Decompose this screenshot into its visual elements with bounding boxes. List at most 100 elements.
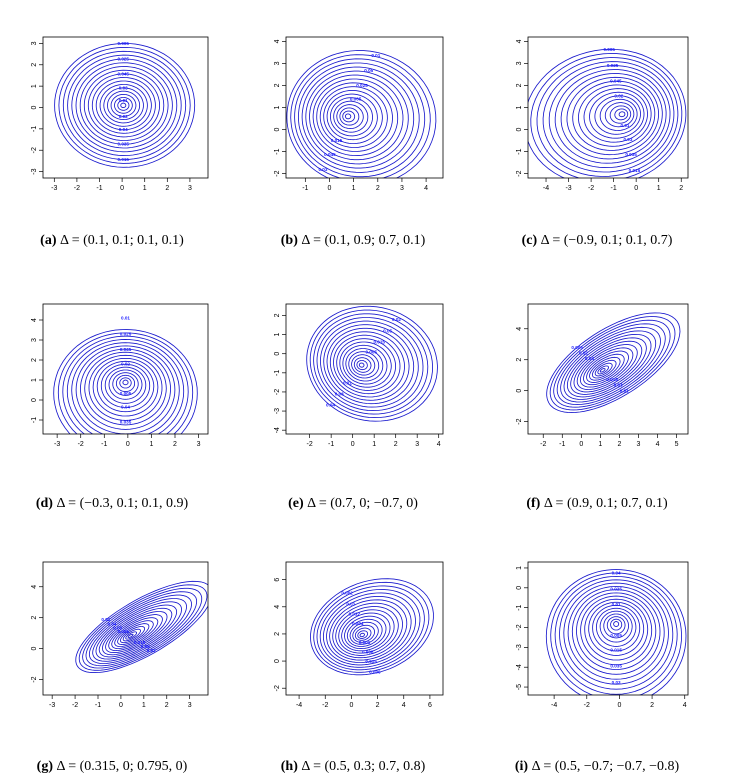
contour-line (329, 599, 408, 661)
y-tick-label: 3 (31, 41, 38, 45)
contour-line (316, 585, 425, 671)
x-tick-label: 3 (400, 185, 404, 192)
contour-line (356, 360, 368, 371)
contour-line (98, 604, 178, 658)
y-tick-label: 0 (274, 352, 281, 356)
contour-line (338, 609, 395, 654)
y-tick-label: -2 (516, 624, 523, 630)
contour-line (560, 73, 663, 160)
contour-line (85, 591, 198, 667)
contour-line (319, 320, 419, 408)
x-tick-label: 0 (617, 702, 621, 709)
contour-line (319, 86, 388, 148)
contour-panel: 0.01 0.02 0.04 0.05 0.03 0.015 0.005 -3 -2 -1 0 1 2 3… (31, 561, 209, 774)
plot-frame (42, 303, 209, 435)
contour-line (554, 69, 667, 164)
y-tick-label: 1 (516, 105, 523, 109)
y-tick-label: 0 (516, 389, 523, 393)
contour-line (319, 588, 421, 668)
panel-caption: (h) Δ = (0.5, 0.3; 0.7, 0.8) (281, 759, 426, 774)
contour-line (323, 324, 415, 405)
contour-line (576, 344, 638, 390)
contour-level-label: 0.025 (120, 332, 132, 337)
plot-frame (527, 303, 689, 435)
contour-level-label: 0.005 (350, 97, 362, 102)
x-tick-label: -2 (540, 441, 546, 448)
contour-level-label: 0.004 (352, 621, 364, 626)
x-tick-label: 6 (428, 702, 432, 709)
x-tick-label: -1 (95, 702, 101, 709)
contour-line (297, 62, 420, 173)
contour-lines: 0.02 0.04 0.05 0.03 0.015 0.01 0.005 (306, 305, 438, 422)
x-tick-label: 1 (657, 185, 661, 192)
contour-line (556, 323, 666, 406)
contour-line (560, 326, 661, 403)
x-tick-label: 2 (173, 441, 177, 448)
contour-line (107, 90, 141, 121)
y-tick-label: 2 (31, 616, 38, 620)
contour-line (92, 598, 187, 662)
contour-line (326, 93, 378, 141)
contour-line (559, 579, 674, 690)
contour-line (618, 111, 626, 118)
y-tick-label: 2 (516, 358, 523, 362)
contour-line (329, 331, 405, 398)
contour-level-label: 0.02 (392, 317, 401, 322)
contour-level-label: 0.01 (119, 98, 128, 103)
contour-line (88, 594, 192, 664)
contour-line (553, 319, 671, 408)
contour-line (75, 62, 173, 149)
contour-line (75, 345, 176, 434)
y-tick-label: 3 (516, 61, 523, 65)
contour-line (101, 607, 173, 656)
x-tick-label: 2 (617, 441, 621, 448)
contour-line (117, 99, 130, 111)
contour-line (589, 91, 645, 139)
x-tick-label: 1 (372, 441, 376, 448)
contour-line (354, 627, 372, 641)
contour-line (75, 580, 208, 674)
y-tick-label: -3 (274, 408, 281, 414)
contour-line (344, 615, 387, 650)
contour-level-label: 0.025 (356, 83, 368, 88)
contour-level-label: 0.01 (620, 388, 629, 393)
plot-frame (285, 303, 444, 435)
contour-line (286, 50, 437, 178)
contour-panel: 0.01 0.03 0.05 0.045 0.025 0.015 0.005 -1 0 1 2 3 4 -… (274, 36, 444, 248)
x-tick-label: 0 (328, 185, 332, 192)
x-tick-label: 0 (579, 441, 583, 448)
x-tick-label: -3 (54, 441, 60, 448)
contour-level-label: 0.015 (373, 339, 385, 344)
contour-line (573, 340, 643, 393)
contour-line (104, 366, 147, 404)
contour-line (119, 626, 146, 644)
contour-line (326, 327, 410, 401)
x-tick-label: -1 (101, 441, 107, 448)
x-tick-label: -3 (49, 702, 55, 709)
plot-frame (285, 561, 444, 696)
y-tick-label: 3 (274, 61, 281, 65)
contour-line (84, 351, 167, 426)
contour-line (333, 100, 369, 133)
contour-line (105, 611, 168, 654)
x-tick-label: 0 (126, 441, 130, 448)
x-tick-label: -3 (51, 185, 57, 192)
contour-line (572, 80, 656, 151)
caption-delta: Δ = (0.7, 0; −0.7, 0) (307, 496, 418, 511)
caption-delta: Δ = (0.5, 0.3; 0.7, 0.8) (301, 759, 425, 774)
contour-level-label: 0.01 (612, 602, 621, 607)
contour-line (53, 329, 198, 434)
contour-line (614, 108, 629, 121)
contour-line (309, 74, 404, 161)
contour-line (550, 572, 683, 695)
y-tick-label: 3 (31, 338, 38, 342)
caption-label: (h) (281, 759, 302, 774)
panel-caption: (i) Δ = (0.5, −0.7; −0.7, −0.8) (515, 759, 680, 774)
contour-line (548, 65, 671, 169)
contour-level-label: 0.005 (117, 629, 129, 634)
contour-panel: 0.01 0.015 0.025 0.035 0.045 0.04 0.02 0.005 -3 -… (31, 303, 209, 511)
y-tick-label: 2 (31, 358, 38, 362)
contour-line (353, 357, 372, 373)
caption-delta: Δ = (0.9, 0.1; 0.7, 0.1) (544, 496, 668, 511)
